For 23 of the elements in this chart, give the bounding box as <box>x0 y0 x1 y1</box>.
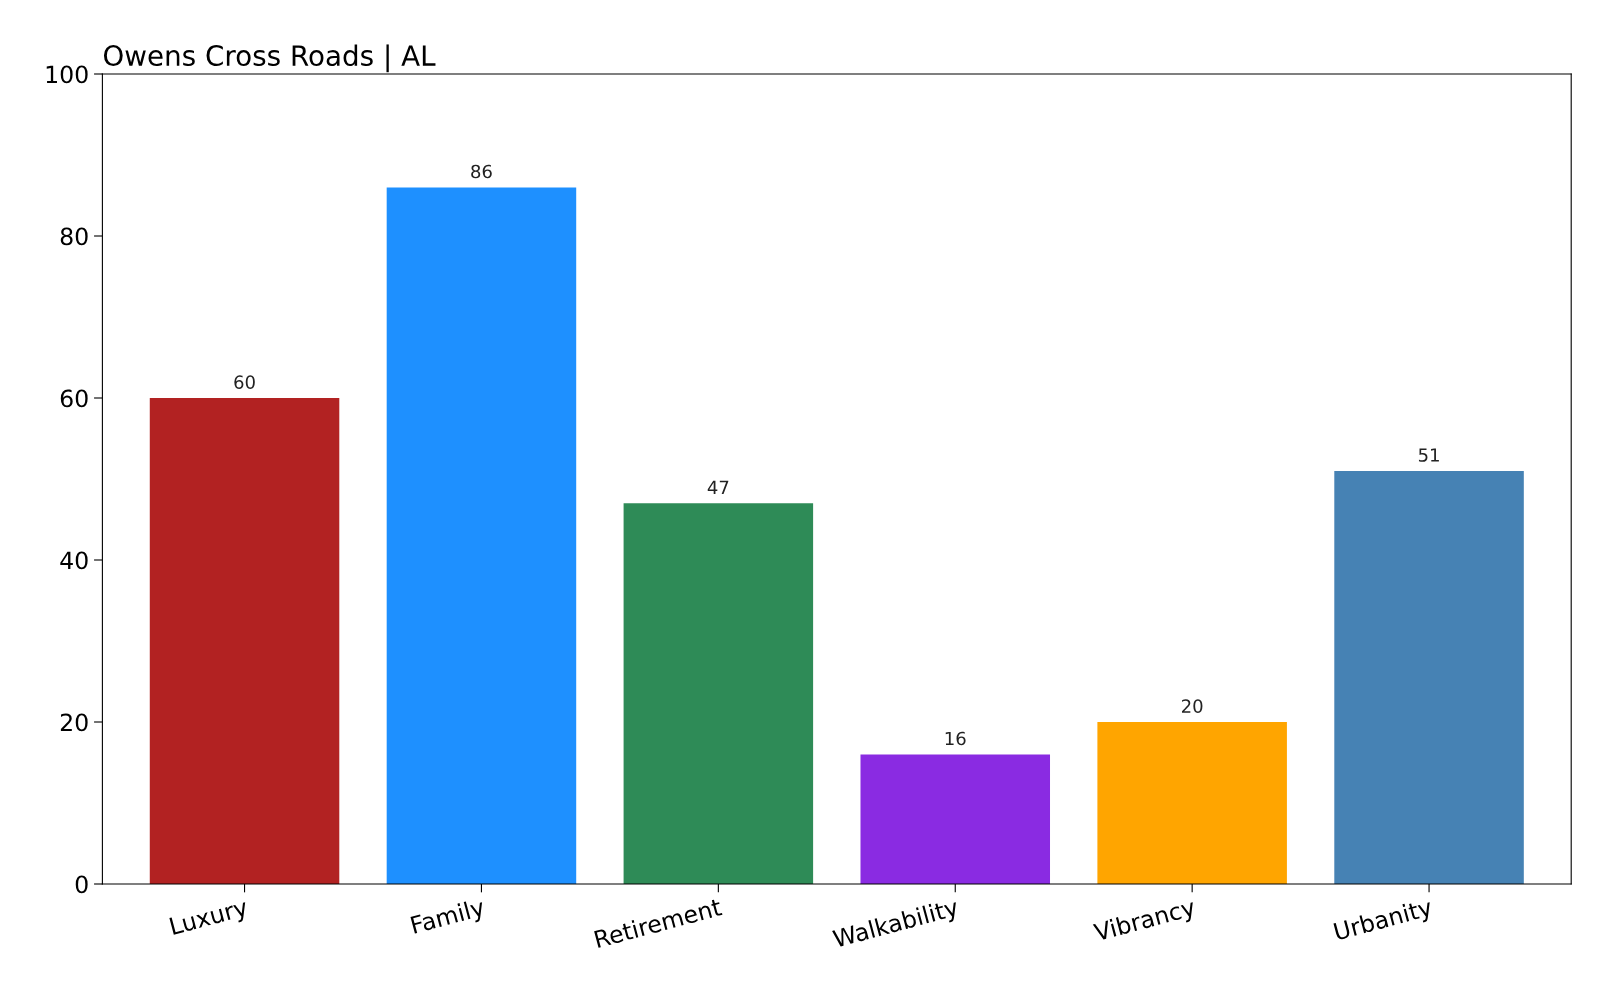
bar <box>149 398 340 884</box>
data-label: 60 <box>234 375 255 389</box>
data-label: 16 <box>945 731 966 746</box>
bar <box>386 187 577 884</box>
data-label: 86 <box>471 164 492 179</box>
data-label: 20 <box>1181 699 1203 713</box>
y-tick-label: 0 <box>75 875 88 894</box>
y-tick-label: 100 <box>46 65 88 84</box>
y-tick-label: 60 <box>60 389 88 408</box>
x-tick-label: Family <box>410 897 487 939</box>
y-tick-label: 80 <box>60 227 88 246</box>
y-tick-label: 40 <box>60 551 88 570</box>
bar <box>860 754 1051 884</box>
data-label: 47 <box>707 480 729 494</box>
bar <box>1334 470 1524 884</box>
bar <box>1097 722 1287 884</box>
bar <box>623 503 814 884</box>
y-tick-label: 20 <box>60 713 88 732</box>
chart-title: Owens Cross Roads | AL <box>103 44 436 73</box>
x-tick-label: Urbanity <box>1333 897 1435 945</box>
x-tick-label: Luxury <box>169 898 250 940</box>
x-tick-label: Vibrancy <box>1092 897 1198 946</box>
data-label: 51 <box>1418 448 1439 462</box>
